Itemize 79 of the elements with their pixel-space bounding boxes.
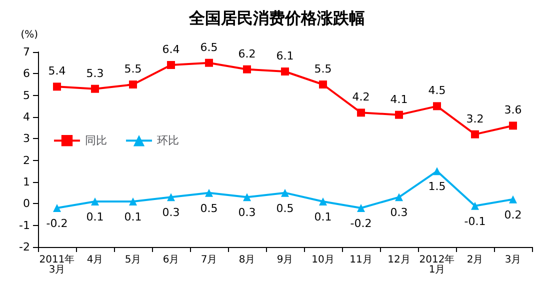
data-label: -0.2 <box>350 217 372 230</box>
y-tick-label: 0 <box>23 197 30 210</box>
point <box>281 188 289 197</box>
y-tick-label: 2 <box>23 154 30 167</box>
y-axis-title: (%) <box>20 30 38 40</box>
legend-label: 环比 <box>157 134 179 148</box>
point <box>205 188 213 197</box>
y-tick-label: 5 <box>23 88 30 102</box>
data-label: 0.1 <box>86 210 104 224</box>
data-label: -0.2 <box>46 217 68 230</box>
point <box>91 198 99 206</box>
point <box>509 122 517 130</box>
data-label: 0.3 <box>238 206 256 220</box>
x-tick-label: 12月 <box>388 254 410 266</box>
x-tick-label: 2011年 3月 <box>39 254 75 276</box>
y-tick-label: 6 <box>23 67 30 80</box>
data-label: 6.5 <box>200 40 218 54</box>
x-tick-label: 11月 <box>350 254 372 266</box>
y-tick-label: 3 <box>23 132 30 146</box>
x-tick-label: 2月 <box>466 254 484 266</box>
legend-label: 同比 <box>85 134 107 148</box>
data-label: 4.2 <box>352 90 370 104</box>
x-tick-label: 2012年 1月 <box>419 254 455 276</box>
point <box>167 61 175 69</box>
x-tick-label: 10月 <box>312 254 334 266</box>
data-label: 5.5 <box>124 62 142 76</box>
data-label: 0.3 <box>390 206 408 220</box>
x-tick-label: 4月 <box>86 254 104 266</box>
data-label: 6.1 <box>276 50 294 62</box>
y-tick-label: 7 <box>23 46 30 58</box>
point <box>433 102 441 110</box>
data-label: 0.2 <box>504 208 522 222</box>
data-label: 3.6 <box>504 104 522 117</box>
y-tick-label: -1 <box>19 218 30 232</box>
point <box>53 204 61 212</box>
point <box>357 108 365 117</box>
point <box>509 195 517 204</box>
point <box>129 198 137 206</box>
data-label: 1.5 <box>428 180 446 194</box>
data-label: 6.2 <box>238 47 256 60</box>
data-label: 0.1 <box>314 210 332 224</box>
data-label: 0.1 <box>124 210 142 224</box>
x-tick-label: 5月 <box>124 254 142 266</box>
x-tick-label: 8月 <box>238 254 256 266</box>
x-tick-label: 9月 <box>276 254 294 266</box>
x-tick-label: 3月 <box>504 254 522 266</box>
y-tick-label: 1 <box>23 176 30 188</box>
point <box>129 80 137 88</box>
point <box>205 58 213 67</box>
point <box>281 68 289 76</box>
x-tick-label: 7月 <box>200 254 218 266</box>
data-label: 4.5 <box>428 84 446 98</box>
point <box>471 130 479 138</box>
point <box>243 193 251 202</box>
data-label: 0.5 <box>200 202 218 215</box>
data-label: 4.1 <box>390 92 408 106</box>
data-label: 5.4 <box>48 64 66 78</box>
data-label: 0.3 <box>162 206 180 220</box>
point <box>243 65 251 74</box>
data-label: 5.5 <box>314 62 332 76</box>
point <box>357 204 365 212</box>
point <box>319 198 327 206</box>
point <box>319 80 327 88</box>
data-label: 6.4 <box>162 43 180 56</box>
point <box>167 193 175 202</box>
y-tick-label: -2 <box>19 240 30 254</box>
chart-title: 全国居民消费价格涨跌幅 <box>188 8 365 28</box>
point <box>53 82 61 91</box>
data-label: -0.1 <box>464 214 486 228</box>
point <box>395 193 403 202</box>
data-label: 3.2 <box>466 112 484 126</box>
data-label: 5.3 <box>86 66 104 80</box>
x-tick-label: 6月 <box>162 254 180 266</box>
point <box>395 110 403 119</box>
data-label: 0.5 <box>276 202 294 215</box>
point <box>433 167 441 176</box>
y-tick-label: 4 <box>23 110 30 124</box>
point <box>471 202 479 210</box>
point <box>91 84 99 93</box>
